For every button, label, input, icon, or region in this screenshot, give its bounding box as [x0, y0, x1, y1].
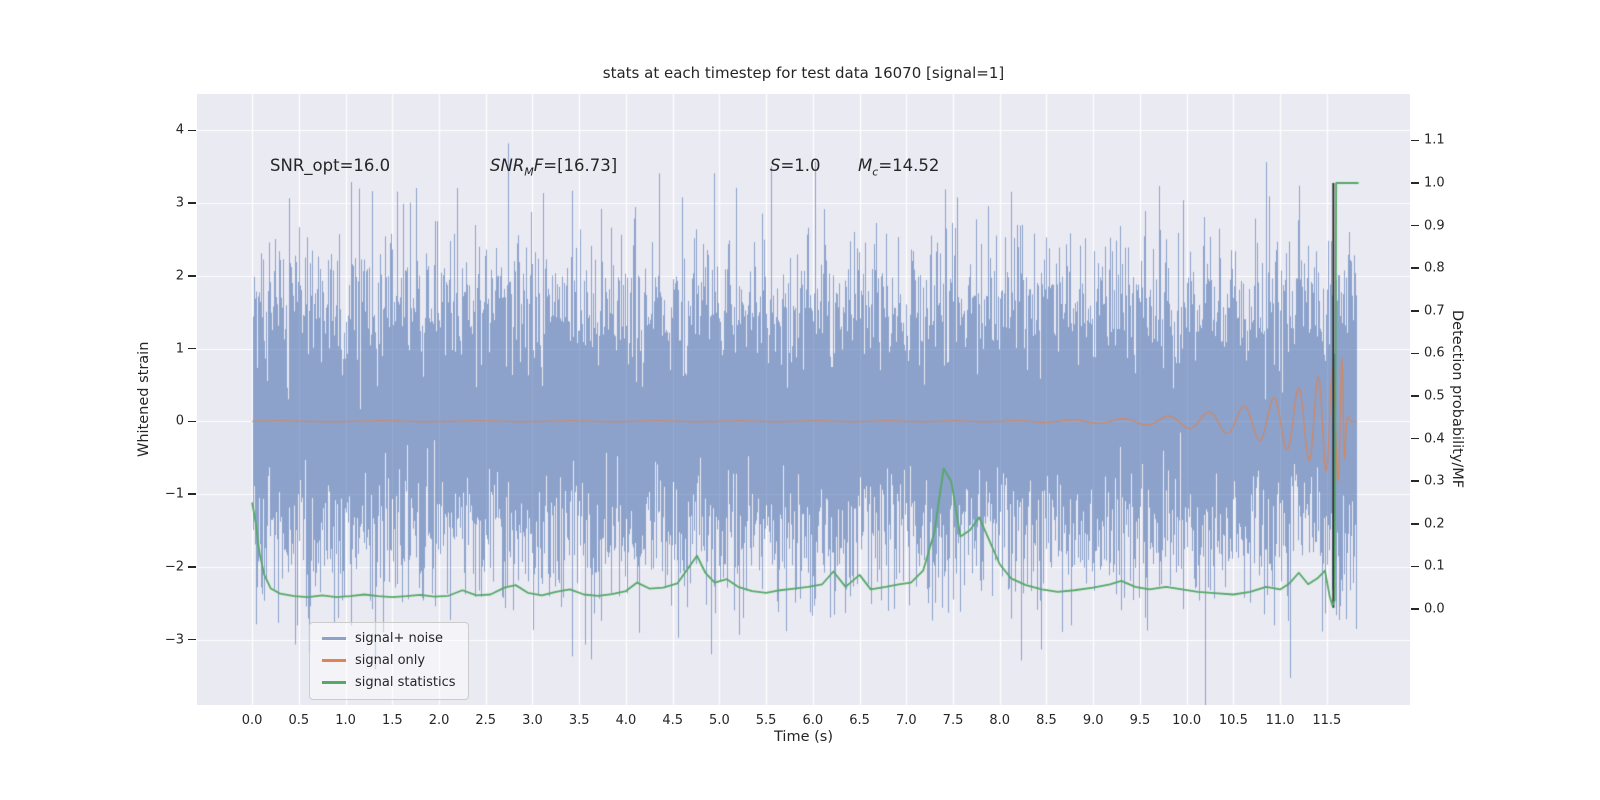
annotation-mc-sub: c: [872, 165, 879, 179]
legend-item-signal-only: signal only: [322, 653, 456, 668]
annotation-snr-mf-post: =[16.73]: [543, 156, 618, 175]
annotation-mc: Mc=14.52: [858, 156, 939, 178]
x-tick-label: 1.0: [335, 713, 356, 728]
y-right-tick-label: 0.9: [1424, 218, 1445, 234]
y-left-tick-label: 2: [175, 268, 184, 284]
x-tick-label: 3.0: [522, 713, 543, 728]
x-tick-label: 9.0: [1082, 713, 1104, 728]
annotation-mc-post: =14.52: [878, 156, 940, 175]
x-tick-label: 7.0: [895, 713, 917, 728]
x-tick-label: 9.5: [1129, 713, 1151, 728]
x-tick-label: 0.0: [241, 713, 263, 728]
x-tick-label: 10.5: [1218, 713, 1248, 728]
y-right-tick-label: 0.2: [1424, 516, 1445, 532]
y-axis-label-left: Whitened strain: [136, 341, 152, 458]
y-left-tick-label: 1: [175, 341, 184, 357]
x-tick-label: 11.0: [1265, 713, 1295, 728]
y-right-tick-label: 0.3: [1424, 473, 1445, 489]
y-right-tick-mark: [1411, 352, 1419, 355]
y-right-tick-mark: [1411, 480, 1419, 482]
y-left-tick-mark: [188, 202, 196, 204]
y-right-tick-mark: [1411, 395, 1419, 397]
x-tick-label: 5.0: [709, 713, 730, 728]
y-right-tick-mark: [1411, 437, 1419, 440]
x-tick-label: 11.5: [1312, 713, 1342, 728]
plot-area: SNR_opt=16.0 SNRMF=[16.73] S=1.0 Mc=14.5…: [197, 94, 1410, 705]
y-left-tick-label: −2: [164, 559, 184, 575]
x-tick-label: 8.0: [989, 713, 1011, 728]
legend-swatch-signal-only: [322, 659, 346, 662]
y-left-tick-label: 3: [175, 195, 184, 211]
y-right-tick-label: 0.1: [1424, 558, 1445, 574]
y-right-tick-label: 0.6: [1424, 345, 1445, 361]
y-right-tick-label: 0.4: [1424, 431, 1445, 447]
x-tick-label: 0.5: [288, 713, 310, 728]
y-left-tick-label: −3: [164, 632, 184, 648]
chart-canvas: [197, 94, 1410, 705]
y-left-tick-mark: [188, 493, 196, 495]
x-tick-label: 4.0: [615, 713, 637, 728]
y-right-tick-mark: [1411, 608, 1419, 610]
x-tick-label: 8.5: [1036, 713, 1057, 728]
x-axis-label: Time (s): [774, 729, 833, 745]
y-right-tick-mark: [1411, 182, 1419, 184]
y-left-tick-mark: [188, 129, 196, 132]
annotation-snr-mf-pre: SNR: [490, 156, 525, 175]
y-axis-label-right: Detection probability/MF: [1449, 310, 1465, 489]
y-right-tick-label: 0.5: [1424, 388, 1445, 404]
y-right-tick-mark: [1411, 139, 1419, 142]
y-left-tick-label: 4: [175, 122, 184, 138]
legend: signal+ noise signal only signal statist…: [309, 622, 469, 700]
x-tick-label: 5.5: [755, 713, 777, 728]
x-tick-label: 1.5: [381, 713, 403, 728]
annotation-s-post: =1.0: [780, 156, 821, 175]
x-tick-label: 2.0: [428, 713, 450, 728]
y-right-tick-mark: [1411, 565, 1419, 568]
y-right-tick-label: 1.0: [1424, 175, 1445, 191]
x-tick-label: 4.5: [662, 713, 683, 728]
legend-item-signal-noise: signal+ noise: [322, 631, 456, 646]
legend-label-signal-statistics: signal statistics: [355, 675, 456, 690]
y-left-tick-mark: [188, 420, 196, 423]
annotation-snr-mf-sub: M: [524, 165, 534, 179]
x-tick-label: 2.5: [475, 713, 497, 728]
y-right-tick-mark: [1411, 224, 1419, 227]
annotation-s: S=1.0: [770, 156, 821, 175]
chart-title: stats at each timestep for test data 160…: [602, 64, 1005, 82]
x-tick-label: 10.0: [1172, 713, 1202, 728]
y-left-tick-mark: [188, 275, 196, 277]
y-right-tick-label: 0.7: [1424, 303, 1445, 319]
y-right-tick-mark: [1411, 310, 1419, 312]
y-left-tick-mark: [188, 347, 196, 350]
legend-label-signal-noise: signal+ noise: [355, 631, 444, 646]
y-right-tick-label: 0.8: [1424, 260, 1445, 276]
annotation-mc-pre: M: [858, 156, 873, 175]
y-right-tick-label: 0.0: [1424, 601, 1445, 617]
legend-swatch-signal-statistics: [322, 681, 346, 684]
legend-label-signal-only: signal only: [355, 653, 426, 668]
x-tick-label: 3.5: [568, 713, 590, 728]
annotation-s-pre: S: [770, 156, 781, 175]
annotation-snr-mf: SNRMF=[16.73]: [490, 156, 617, 178]
annotation-snr-mf-mid: F: [533, 156, 544, 175]
x-tick-label: 6.0: [802, 713, 824, 728]
y-left-tick-label: −1: [164, 486, 184, 502]
y-right-tick-mark: [1411, 523, 1419, 525]
annotation-snr-opt: SNR_opt=16.0: [270, 156, 391, 175]
legend-swatch-signal-noise: [322, 637, 346, 640]
x-tick-label: 6.5: [849, 713, 870, 728]
y-left-tick-mark: [188, 638, 196, 641]
y-left-tick-label: 0: [175, 413, 184, 429]
y-right-tick-mark: [1411, 267, 1419, 269]
y-left-tick-mark: [188, 566, 196, 568]
legend-item-signal-statistics: signal statistics: [322, 675, 456, 690]
x-tick-label: 7.5: [942, 713, 964, 728]
y-right-tick-label: 1.1: [1424, 132, 1445, 148]
